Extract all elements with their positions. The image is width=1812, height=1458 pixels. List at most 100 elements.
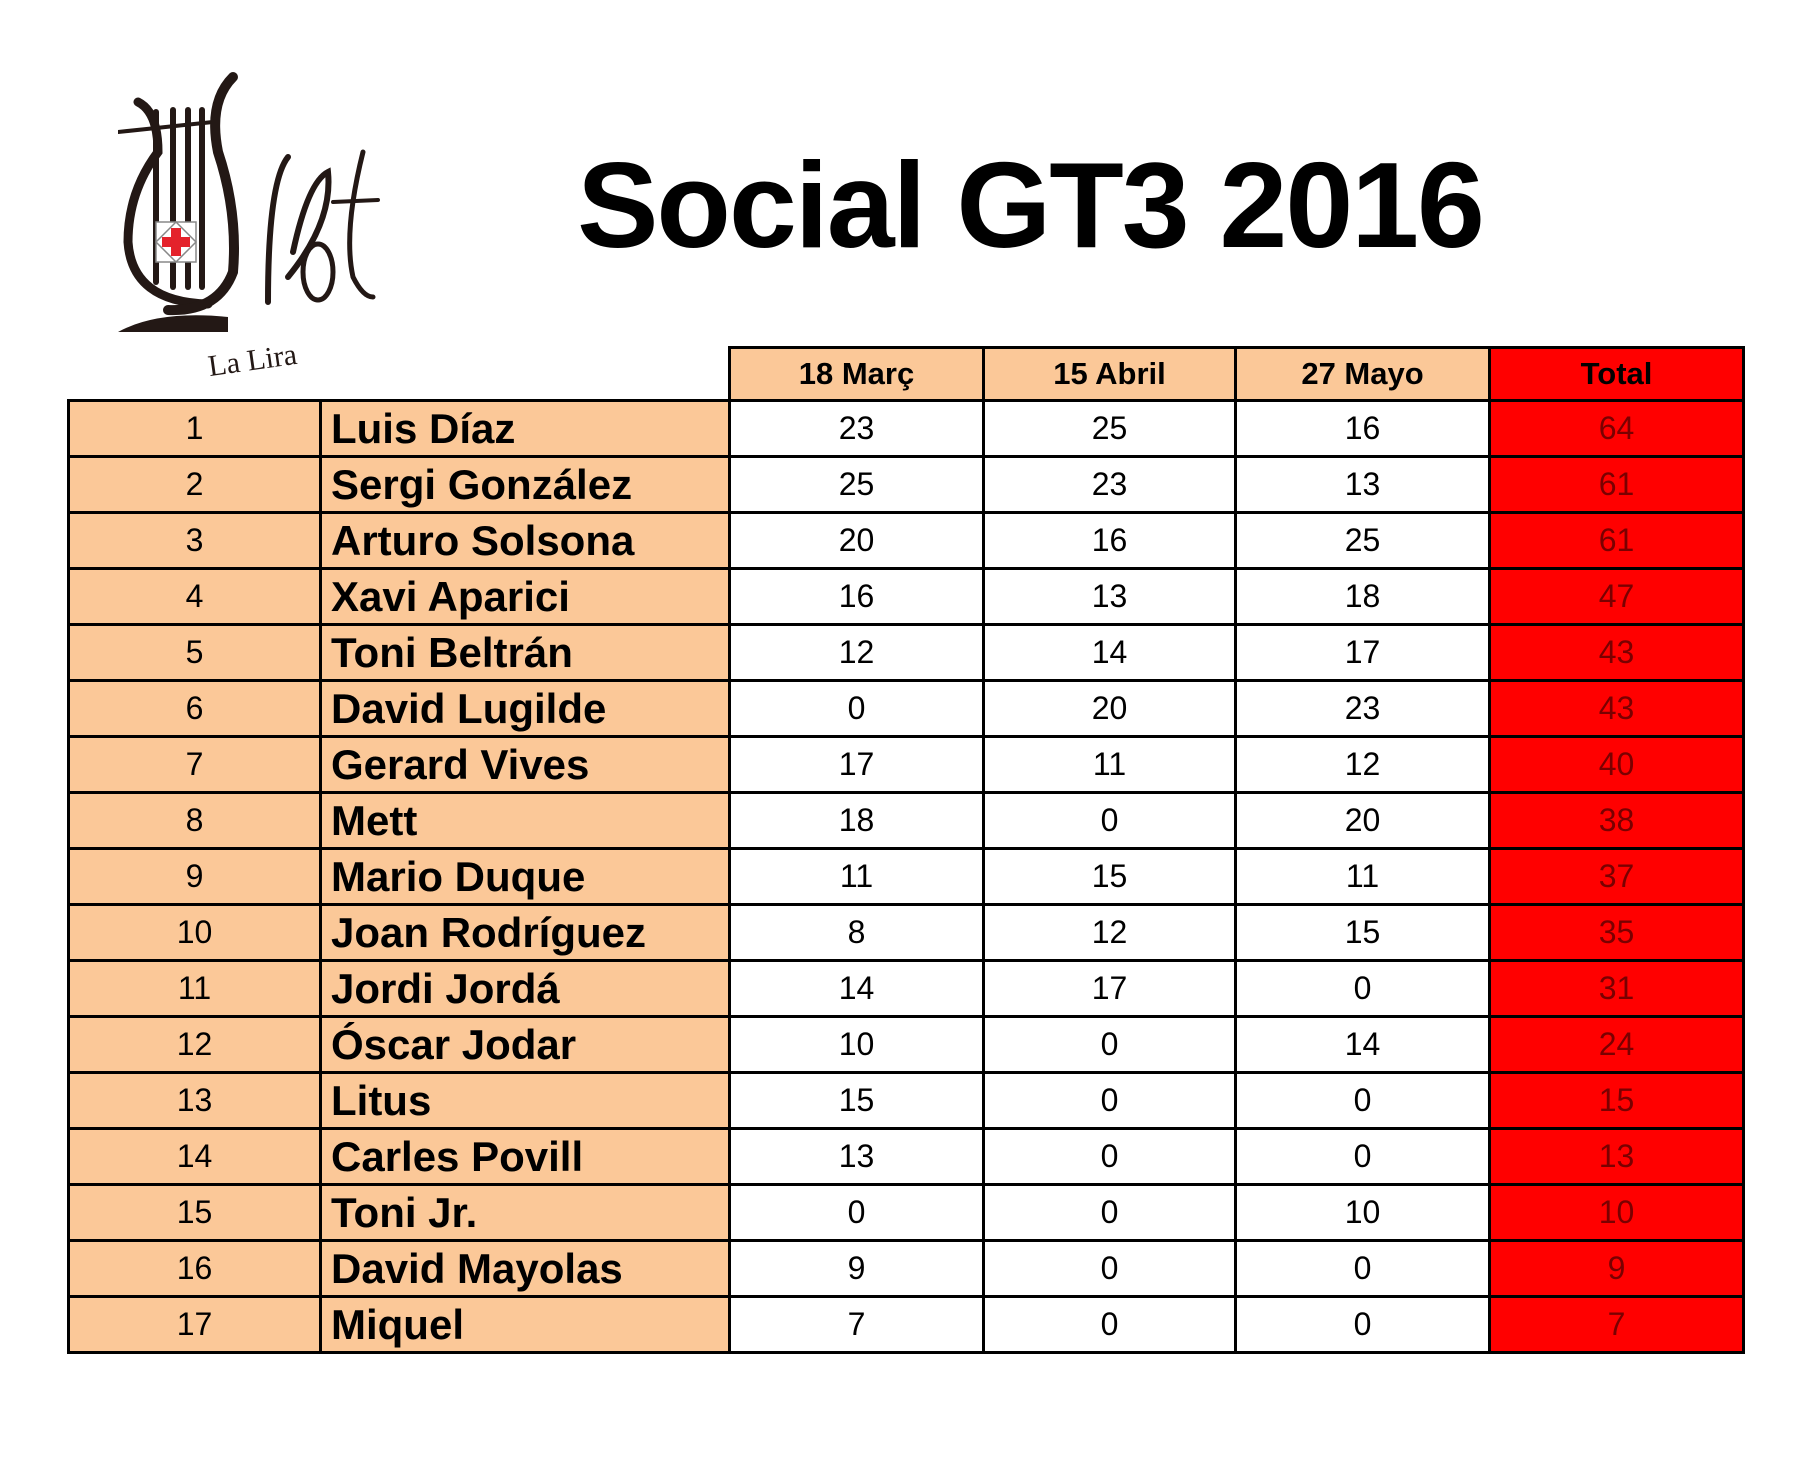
table-row: 4 Xavi Aparici 16 13 18 47 (67, 567, 1745, 626)
race-3-points: 17 (1234, 623, 1491, 682)
race-3-points: 10 (1234, 1183, 1491, 1242)
table-row: 14 Carles Povill 13 0 0 13 (67, 1127, 1745, 1186)
race-2-points: 11 (982, 735, 1237, 794)
driver-name-cell: Joan Rodríguez (319, 903, 731, 962)
race-1-points: 17 (728, 735, 985, 794)
total-points: 31 (1488, 959, 1745, 1018)
total-points: 9 (1488, 1239, 1745, 1298)
position-cell: 14 (67, 1127, 322, 1186)
driver-name-cell: David Mayolas (319, 1239, 731, 1298)
race-1-points: 0 (728, 679, 985, 738)
race-2-points: 13 (982, 567, 1237, 626)
race-3-points: 15 (1234, 903, 1491, 962)
race-3-points: 0 (1234, 959, 1491, 1018)
race-3-points: 13 (1234, 455, 1491, 514)
driver-name-cell: Miquel (319, 1295, 731, 1354)
table-row: 1 Luis Díaz 23 25 16 64 (67, 399, 1745, 458)
position-cell: 3 (67, 511, 322, 570)
race-2-points: 0 (982, 1127, 1237, 1186)
race-2-points: 0 (982, 791, 1237, 850)
total-points: 64 (1488, 399, 1745, 458)
race-1-points: 11 (728, 847, 985, 906)
race-2-points: 0 (982, 1071, 1237, 1130)
header-row: 18 Març 15 Abril 27 Mayo Total (69, 346, 1745, 402)
total-points: 24 (1488, 1015, 1745, 1074)
race-2-points: 23 (982, 455, 1237, 514)
table-row: 12 Óscar Jodar 10 0 14 24 (67, 1015, 1745, 1074)
race-1-points: 12 (728, 623, 985, 682)
table-row: 10 Joan Rodríguez 8 12 15 35 (67, 903, 1745, 962)
table-row: 9 Mario Duque 11 15 11 37 (67, 847, 1745, 906)
race-1-points: 13 (728, 1127, 985, 1186)
driver-name-cell: Sergi González (319, 455, 731, 514)
race-1-points: 14 (728, 959, 985, 1018)
position-cell: 6 (67, 679, 322, 738)
race-3-points: 0 (1234, 1127, 1491, 1186)
standings-table: 18 Març 15 Abril 27 Mayo Total 1 Luis Día… (67, 346, 1745, 1354)
race-3-points: 25 (1234, 511, 1491, 570)
race-3-points: 0 (1234, 1071, 1491, 1130)
table-row: 7 Gerard Vives 17 11 12 40 (67, 735, 1745, 794)
race-2-points: 15 (982, 847, 1237, 906)
race-3-points: 18 (1234, 567, 1491, 626)
empty-header (69, 348, 321, 401)
table-row: 3 Arturo Solsona 20 16 25 61 (67, 511, 1745, 570)
race-2-points: 0 (982, 1239, 1237, 1298)
position-cell: 13 (67, 1071, 322, 1130)
driver-name-cell: Arturo Solsona (319, 511, 731, 570)
race-3-points: 11 (1234, 847, 1491, 906)
table-row: 17 Miquel 7 0 0 7 (67, 1295, 1745, 1354)
club-logo: La Lira (118, 72, 380, 382)
race-2-points: 0 (982, 1183, 1237, 1242)
race-3-points: 20 (1234, 791, 1491, 850)
position-cell: 16 (67, 1239, 322, 1298)
position-cell: 8 (67, 791, 322, 850)
race-3-points: 16 (1234, 399, 1491, 458)
table-row: 2 Sergi González 25 23 13 61 (67, 455, 1745, 514)
column-header-race-2: 15 Abril (982, 346, 1237, 402)
race-2-points: 16 (982, 511, 1237, 570)
total-points: 43 (1488, 623, 1745, 682)
race-1-points: 0 (728, 1183, 985, 1242)
race-2-points: 0 (982, 1295, 1237, 1354)
position-cell: 1 (67, 399, 322, 458)
table-row: 11 Jordi Jordá 14 17 0 31 (67, 959, 1745, 1018)
driver-name-cell: Mario Duque (319, 847, 731, 906)
driver-name-cell: Jordi Jordá (319, 959, 731, 1018)
driver-name-cell: David Lugilde (319, 679, 731, 738)
race-1-points: 9 (728, 1239, 985, 1298)
position-cell: 4 (67, 567, 322, 626)
column-header-race-3: 27 Mayo (1234, 346, 1491, 402)
race-2-points: 14 (982, 623, 1237, 682)
race-2-points: 17 (982, 959, 1237, 1018)
position-cell: 15 (67, 1183, 322, 1242)
race-3-points: 0 (1234, 1239, 1491, 1298)
position-cell: 2 (67, 455, 322, 514)
total-points: 47 (1488, 567, 1745, 626)
column-header-race-1: 18 Març (728, 346, 985, 402)
race-2-points: 20 (982, 679, 1237, 738)
race-1-points: 20 (728, 511, 985, 570)
total-points: 43 (1488, 679, 1745, 738)
driver-name-cell: Gerard Vives (319, 735, 731, 794)
race-1-points: 16 (728, 567, 985, 626)
position-cell: 9 (67, 847, 322, 906)
empty-header (321, 348, 730, 401)
race-3-points: 23 (1234, 679, 1491, 738)
driver-name-cell: Óscar Jodar (319, 1015, 731, 1074)
race-1-points: 15 (728, 1071, 985, 1130)
driver-name-cell: Xavi Aparici (319, 567, 731, 626)
total-points: 61 (1488, 511, 1745, 570)
page-title: Social GT3 2016 (577, 137, 1485, 273)
position-cell: 17 (67, 1295, 322, 1354)
race-3-points: 0 (1234, 1295, 1491, 1354)
driver-name-cell: Mett (319, 791, 731, 850)
race-1-points: 10 (728, 1015, 985, 1074)
race-2-points: 0 (982, 1015, 1237, 1074)
table-row: 8 Mett 18 0 20 38 (67, 791, 1745, 850)
driver-name-cell: Litus (319, 1071, 731, 1130)
driver-name-cell: Toni Beltrán (319, 623, 731, 682)
total-points: 7 (1488, 1295, 1745, 1354)
driver-name-cell: Carles Povill (319, 1127, 731, 1186)
race-3-points: 12 (1234, 735, 1491, 794)
